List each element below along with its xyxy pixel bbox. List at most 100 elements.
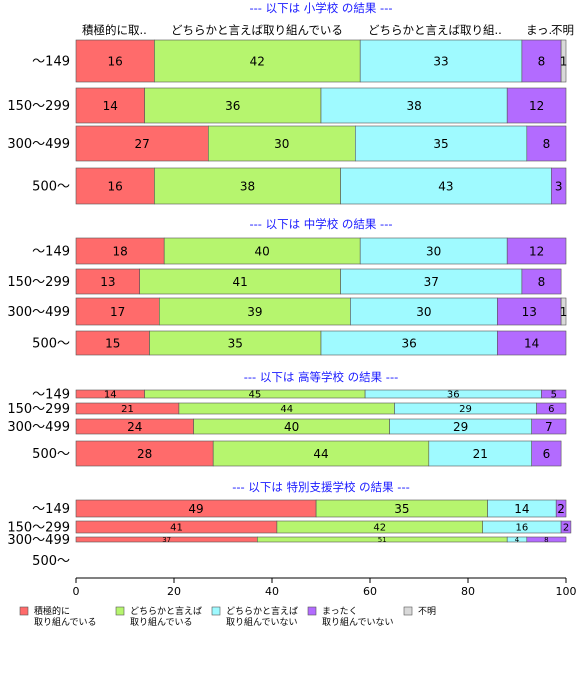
data-label: 28 xyxy=(137,447,152,461)
category-label: 〜149 xyxy=(32,55,70,70)
category-label: 300〜499 xyxy=(7,137,70,152)
data-label: 17 xyxy=(110,305,125,319)
bar-segment xyxy=(144,87,322,124)
legend-label: どちらかと言えば xyxy=(226,605,298,617)
category-label: 〜149 xyxy=(32,245,70,260)
section-title: --- 以下は 高等学校 の結果 --- xyxy=(244,370,399,384)
data-label: 21 xyxy=(121,404,134,415)
legend-swatch xyxy=(19,606,29,616)
data-label: 13 xyxy=(100,275,115,289)
bar-segment xyxy=(340,167,552,205)
data-label: 38 xyxy=(406,99,421,113)
data-label: 40 xyxy=(284,420,299,434)
category-label: 300〜499 xyxy=(7,420,70,435)
data-label: 6 xyxy=(543,447,551,461)
data-label: 2 xyxy=(557,502,565,516)
bar-segment xyxy=(506,237,567,265)
category-label: 150〜299 xyxy=(7,402,70,417)
x-tick-label: 20 xyxy=(167,585,181,598)
category-label: 300〜499 xyxy=(7,533,70,548)
bar-segment xyxy=(526,125,567,162)
category-label: 150〜299 xyxy=(7,275,70,290)
x-tick-label: 40 xyxy=(265,585,279,598)
legend-label: 積極的に xyxy=(34,605,70,617)
bar-segment xyxy=(75,440,214,467)
bar-segment xyxy=(320,330,498,356)
data-label: 35 xyxy=(394,502,409,516)
bar-segment xyxy=(521,268,562,295)
data-label: 14 xyxy=(104,390,117,401)
legend-label: 取り組んでいない xyxy=(322,616,394,628)
section-title: --- 以下は 中学校 の結果 --- xyxy=(249,217,392,231)
bar-segment xyxy=(75,87,145,124)
data-label: 37 xyxy=(162,536,171,544)
data-label: 12 xyxy=(529,99,544,113)
bar-segment xyxy=(536,402,567,415)
data-label: 40 xyxy=(255,244,270,258)
data-label: 5 xyxy=(551,390,557,401)
data-label: 33 xyxy=(433,54,448,68)
data-label: 6 xyxy=(548,404,554,415)
bar-segment xyxy=(350,297,498,326)
data-label: 42 xyxy=(250,54,265,68)
data-label: 8 xyxy=(543,137,551,151)
data-label: 3 xyxy=(555,179,563,193)
bar-segment xyxy=(75,125,209,162)
legend-swatch xyxy=(211,606,221,616)
legend-label: まったく xyxy=(322,606,358,617)
data-label: 1 xyxy=(560,305,568,319)
data-label: 45 xyxy=(248,390,261,401)
data-label: 1 xyxy=(560,54,568,68)
section-title: --- 以下は 小学校 の結果 --- xyxy=(249,1,392,15)
bar-segment xyxy=(340,268,523,295)
x-tick-label: 100 xyxy=(556,585,577,598)
bar-segment xyxy=(208,125,356,162)
column-header: まっ.. xyxy=(526,23,556,37)
data-label: 24 xyxy=(127,420,142,434)
bar-segment xyxy=(75,268,141,295)
data-label: 30 xyxy=(426,244,441,258)
bar-segment xyxy=(555,499,567,518)
data-label: 14 xyxy=(103,99,118,113)
data-label: 36 xyxy=(225,99,240,113)
data-label: 37 xyxy=(424,275,439,289)
bar-segment xyxy=(159,297,351,326)
bar-segment xyxy=(75,330,150,356)
section-title: --- 以下は 特別支援学校 の結果 --- xyxy=(232,480,410,494)
data-label: 2 xyxy=(563,523,569,534)
bar-segment xyxy=(531,418,567,435)
data-label: 39 xyxy=(247,305,262,319)
data-label: 12 xyxy=(529,244,544,258)
bar-segment xyxy=(139,268,341,295)
data-label: 4 xyxy=(515,536,520,544)
data-label: 18 xyxy=(112,244,127,258)
x-tick-label: 60 xyxy=(363,585,377,598)
bar-segment xyxy=(163,237,361,265)
data-label: 29 xyxy=(453,420,468,434)
data-label: 49 xyxy=(188,502,203,516)
legend-label: どちらかと言えば xyxy=(130,605,202,617)
data-label: 13 xyxy=(522,305,537,319)
x-tick-label: 80 xyxy=(461,585,475,598)
bar-segment xyxy=(526,536,567,543)
bar-segment xyxy=(354,125,528,162)
legend-swatch xyxy=(307,606,317,616)
bar-segment xyxy=(428,440,532,467)
data-label: 16 xyxy=(516,523,529,534)
bar-segment xyxy=(149,330,322,356)
category-label: 500〜 xyxy=(32,554,70,569)
data-label: 43 xyxy=(438,179,453,193)
legend-label: 取り組んでいる xyxy=(34,616,97,628)
x-tick-label: 0 xyxy=(73,585,80,598)
data-label: 42 xyxy=(373,523,386,534)
bar-segment xyxy=(154,167,341,205)
bar-segment xyxy=(154,39,361,83)
column-header: 不明 xyxy=(551,23,574,37)
data-label: 7 xyxy=(545,420,553,434)
data-label: 27 xyxy=(135,137,150,151)
data-label: 29 xyxy=(459,404,472,415)
data-label: 30 xyxy=(274,137,289,151)
data-label: 16 xyxy=(108,54,123,68)
data-label: 8 xyxy=(544,536,548,544)
data-label: 44 xyxy=(313,447,328,461)
